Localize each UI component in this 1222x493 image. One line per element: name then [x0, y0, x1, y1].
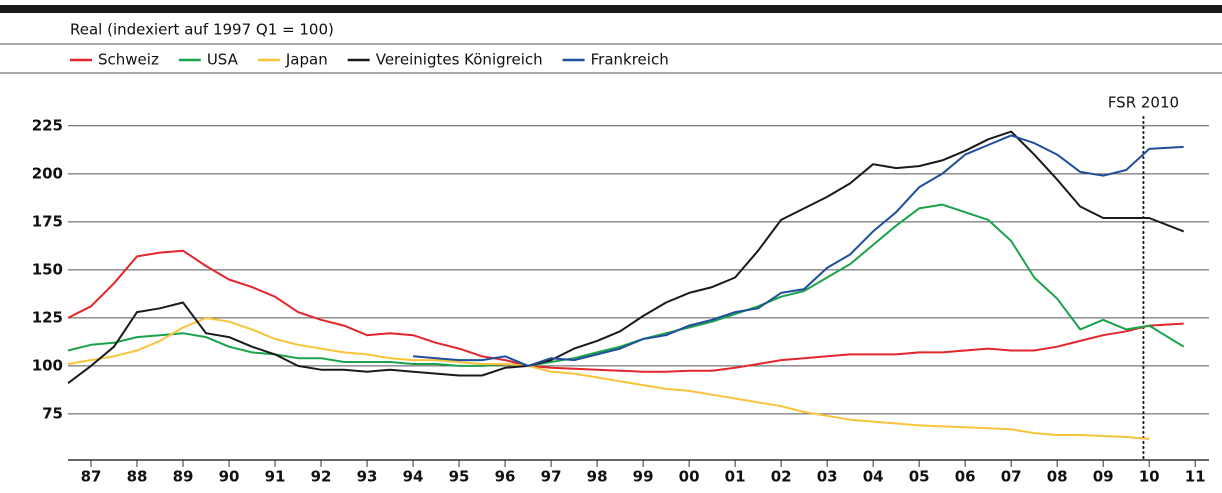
x-tick-label: 97: [541, 468, 562, 486]
y-tick-label: 100: [32, 356, 63, 374]
x-tick-label: 03: [817, 468, 838, 486]
x-tick-label: 90: [219, 468, 240, 486]
x-tick-label: 06: [955, 468, 976, 486]
series-line: [67, 316, 1150, 440]
x-tick-label: 04: [863, 468, 884, 486]
annotation-label: FSR 2010: [1108, 94, 1179, 112]
y-tick-label: 150: [32, 260, 63, 278]
x-tick-label: 94: [403, 468, 424, 486]
legend-label: Schweiz: [98, 51, 159, 69]
series-line: [413, 134, 1184, 367]
x-tick-label: 02: [771, 468, 792, 486]
legend-label: Frankreich: [591, 51, 669, 69]
x-tick-label: 98: [587, 468, 608, 486]
x-tick-label: 08: [1047, 468, 1068, 486]
y-tick-label: 75: [42, 404, 63, 422]
y-tick-label: 225: [32, 116, 63, 134]
x-tick-label: 89: [173, 468, 194, 486]
y-tick-label: 175: [32, 212, 63, 230]
x-tick-label: 09: [1093, 468, 1114, 486]
y-tick-label: 200: [32, 164, 63, 182]
x-tick-label: 01: [725, 468, 746, 486]
x-tick-label: 88: [127, 468, 148, 486]
legend-label: Vereinigtes Königreich: [376, 51, 543, 69]
x-tick-label: 91: [265, 468, 286, 486]
legend-label: USA: [207, 51, 239, 69]
x-tick-label: 10: [1139, 468, 1160, 486]
series-line: [67, 203, 1185, 367]
x-tick-label: 00: [679, 468, 700, 486]
x-tick-label: 07: [1001, 468, 1022, 486]
y-tick-label: 125: [32, 308, 63, 326]
x-tick-label: 92: [311, 468, 332, 486]
series-line: [67, 249, 1184, 373]
x-tick-label: 11: [1185, 468, 1206, 486]
x-tick-label: 96: [495, 468, 516, 486]
x-tick-label: 87: [81, 468, 102, 486]
legend-label: Japan: [285, 51, 328, 69]
x-tick-label: 05: [909, 468, 930, 486]
x-tick-label: 95: [449, 468, 470, 486]
header-bar: [0, 5, 1222, 13]
x-tick-label: 93: [357, 468, 378, 486]
chart-subtitle: Real (indexiert auf 1997 Q1 = 100): [70, 21, 334, 39]
x-tick-label: 99: [633, 468, 654, 486]
series-line: [67, 130, 1185, 384]
